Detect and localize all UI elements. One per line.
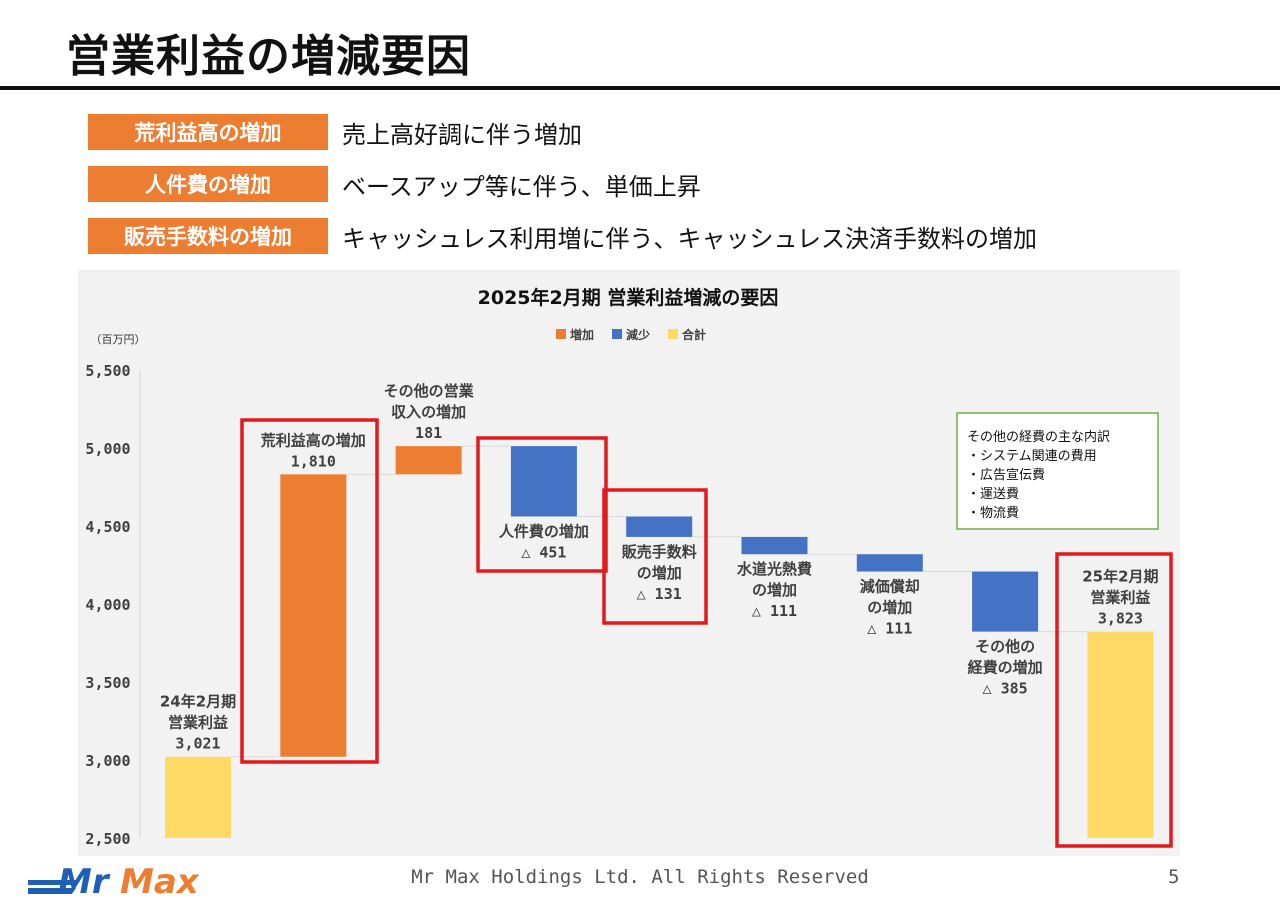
reason-row-gross-profit: 荒利益高の増加 売上高好調に伴う増加: [88, 114, 582, 150]
note-title: その他の経費の主な内訳: [967, 429, 1110, 445]
bar-value-label: 3,021: [175, 735, 220, 753]
bar-value-label: △ 131: [637, 585, 682, 603]
note-item: ・物流費: [967, 506, 1019, 521]
title-divider: [0, 86, 1280, 90]
bar-value-label: 1,810: [291, 452, 336, 470]
bar-category-label: 収入の増加: [391, 403, 466, 421]
bar-category-label: 減価償却: [860, 578, 920, 596]
reason-tag: 人件費の増加: [88, 166, 328, 202]
waterfall-bar: [972, 571, 1039, 632]
bar-category-label: の増加: [637, 564, 682, 582]
bar-category-label: 荒利益高の増加: [261, 431, 366, 449]
bar-category-label: 人件費の増加: [499, 522, 589, 540]
svg-text:Mr: Mr: [58, 862, 111, 900]
bar-category-label: 水道光熱費: [737, 560, 812, 578]
waterfall-bar: [280, 474, 347, 757]
logo-graphic: Mr Max: [28, 862, 200, 900]
note-item: ・広告宣伝費: [967, 467, 1045, 483]
waterfall-bar: [626, 516, 693, 537]
bar-value-label: △ 111: [867, 620, 912, 638]
highlight-box: [602, 488, 708, 625]
note-item: ・運送費: [967, 487, 1019, 502]
highlight-box: [1055, 552, 1173, 848]
page-number: 5: [1168, 866, 1180, 888]
highlight-box: [240, 418, 379, 764]
bar-category-label: 営業利益: [1090, 589, 1150, 607]
bar-category-label: 25年2月期: [1082, 568, 1158, 586]
y-tick-label: 4,500: [85, 518, 130, 536]
legend-swatch: [556, 329, 566, 339]
bar-value-label: 181: [415, 424, 442, 442]
reason-row-commission: 販売手数料の増加 キャッシュレス利用増に伴う、キャッシュレス決済手数料の増加: [88, 218, 1037, 254]
bar-value-label: △ 385: [983, 680, 1028, 698]
waterfall-bar: [741, 536, 808, 555]
bar-category-label: 販売手数料: [622, 543, 697, 561]
bar-category-label: 24年2月期: [160, 693, 236, 711]
y-tick-label: 5,000: [85, 440, 130, 458]
y-tick-label: 3,500: [85, 674, 130, 692]
bar-category-label: その他の: [975, 638, 1035, 656]
legend-label: 合計: [682, 327, 706, 342]
svg-text:Max: Max: [120, 862, 200, 900]
y-tick-label: 2,500: [85, 830, 130, 848]
note-item: ・システム関連の費用: [967, 449, 1097, 464]
bar-category-label: 経費の増加: [968, 659, 1043, 677]
y-tick-label: 4,000: [85, 596, 130, 614]
y-unit-label: （百万円）: [91, 333, 146, 346]
waterfall-bar: [1087, 631, 1154, 838]
reason-row-personnel: 人件費の増加 ベースアップ等に伴う、単価上昇: [88, 166, 701, 202]
waterfall-bar: [395, 446, 462, 475]
y-tick-label: 3,000: [85, 752, 130, 770]
waterfall-bar: [856, 554, 923, 572]
chart-panel: [78, 270, 1180, 856]
reason-tag: 荒利益高の増加: [88, 114, 328, 150]
waterfall-bar: [510, 446, 577, 517]
bar-category-label: の増加: [867, 599, 912, 617]
highlight-box: [476, 436, 608, 573]
legend-label: 増加: [570, 327, 594, 342]
waterfall-bar: [165, 756, 231, 838]
expense-breakdown-note: [956, 412, 1159, 530]
bar-value-label: 3,823: [1098, 610, 1143, 628]
reason-tag: 販売手数料の増加: [88, 218, 328, 254]
reason-description: 売上高好調に伴う増加: [342, 120, 582, 149]
bar-category-label: の増加: [752, 581, 797, 599]
legend-label: 減少: [626, 327, 650, 342]
chart-title: 2025年2月期 営業利益増減の要因: [478, 286, 779, 309]
reason-description: キャッシュレス利用増に伴う、キャッシュレス決済手数料の増加: [342, 224, 1038, 253]
reason-description: ベースアップ等に伴う、単価上昇: [342, 172, 701, 201]
bar-value-label: △ 451: [521, 543, 566, 561]
copyright-footer: Mr Max Holdings Ltd. All Rights Reserved: [411, 866, 869, 888]
legend-swatch: [612, 329, 622, 339]
page-title: 営業利益の増減要因: [66, 31, 471, 82]
legend-swatch: [668, 329, 678, 339]
y-tick-label: 5,500: [85, 362, 130, 380]
bar-category-label: その他の営業: [384, 382, 475, 400]
bar-value-label: △ 111: [752, 602, 797, 620]
bar-category-label: 営業利益: [168, 714, 228, 732]
